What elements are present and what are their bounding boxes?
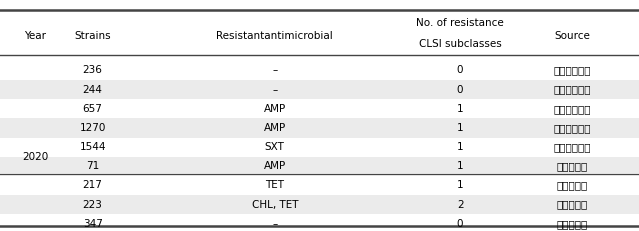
Text: 1: 1 [457, 123, 463, 133]
Text: 2020: 2020 [22, 152, 49, 162]
Text: 수산물국내산: 수산물국내산 [553, 65, 590, 76]
Text: 수산물수입: 수산물수입 [557, 219, 587, 229]
Text: 1270: 1270 [79, 123, 106, 133]
Bar [0, 195, 639, 214]
Text: Resistantantimicrobial: Resistantantimicrobial [217, 31, 333, 41]
Bar [0, 118, 639, 138]
Text: –: – [272, 65, 277, 76]
Text: Strains: Strains [74, 31, 111, 41]
Text: 223: 223 [82, 200, 103, 210]
Text: Source: Source [554, 31, 590, 41]
Text: 236: 236 [82, 65, 103, 76]
Text: AMP: AMP [264, 161, 286, 171]
Text: 수산물수입: 수산물수입 [557, 180, 587, 191]
Text: 657: 657 [82, 104, 103, 114]
Text: AMP: AMP [264, 104, 286, 114]
Bar [0, 80, 639, 99]
Text: –: – [272, 219, 277, 229]
Text: 1: 1 [457, 180, 463, 191]
Text: 244: 244 [82, 85, 103, 95]
Text: 1: 1 [457, 104, 463, 114]
Text: AMP: AMP [264, 123, 286, 133]
Bar [0, 157, 639, 176]
Text: 347: 347 [82, 219, 103, 229]
Text: 수산물국내산: 수산물국내산 [553, 123, 590, 133]
Text: –: – [272, 85, 277, 95]
Text: 1: 1 [457, 142, 463, 152]
Text: Year: Year [24, 31, 46, 41]
Text: TET: TET [265, 180, 284, 191]
Text: 수산물국내산: 수산물국내산 [553, 85, 590, 95]
Text: 2: 2 [457, 200, 463, 210]
Text: 1544: 1544 [79, 142, 106, 152]
Text: CHL, TET: CHL, TET [252, 200, 298, 210]
Text: 0: 0 [457, 219, 463, 229]
Text: 71: 71 [86, 161, 99, 171]
Text: CLSI subclasses: CLSI subclasses [419, 39, 502, 49]
Text: 0: 0 [457, 65, 463, 76]
Text: 217: 217 [82, 180, 103, 191]
Text: SXT: SXT [265, 142, 285, 152]
Text: 1: 1 [457, 161, 463, 171]
Text: 수산물수입: 수산물수입 [557, 161, 587, 171]
Text: 0: 0 [457, 85, 463, 95]
Text: 수산물국내산: 수산물국내산 [553, 142, 590, 152]
Text: 수산물수입: 수산물수입 [557, 200, 587, 210]
Text: 수산물국내산: 수산물국내산 [553, 104, 590, 114]
Text: No. of resistance: No. of resistance [416, 18, 504, 28]
